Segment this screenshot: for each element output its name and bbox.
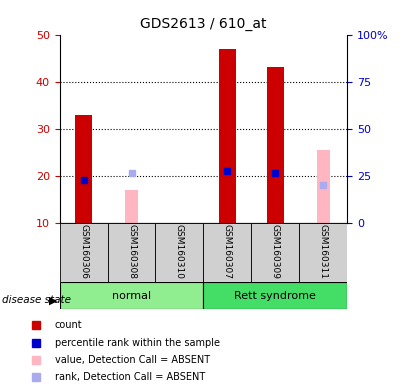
Text: rank, Detection Call = ABSENT: rank, Detection Call = ABSENT: [55, 372, 205, 382]
Title: GDS2613 / 610_at: GDS2613 / 610_at: [140, 17, 267, 31]
Text: count: count: [55, 320, 82, 330]
Text: normal: normal: [112, 291, 151, 301]
Text: GSM160306: GSM160306: [79, 224, 88, 279]
FancyBboxPatch shape: [60, 282, 203, 309]
Bar: [267, 68, 284, 223]
Text: GSM160309: GSM160309: [271, 224, 280, 279]
Text: disease state: disease state: [2, 295, 71, 305]
Text: Rett syndrome: Rett syndrome: [234, 291, 316, 301]
Bar: [316, 150, 330, 223]
Bar: [75, 114, 92, 223]
Text: GSM160310: GSM160310: [175, 224, 184, 279]
Text: value, Detection Call = ABSENT: value, Detection Call = ABSENT: [55, 355, 210, 365]
FancyBboxPatch shape: [203, 223, 252, 282]
Text: GSM160308: GSM160308: [127, 224, 136, 279]
FancyBboxPatch shape: [252, 223, 299, 282]
Bar: [219, 49, 236, 223]
FancyBboxPatch shape: [299, 223, 347, 282]
FancyBboxPatch shape: [155, 223, 203, 282]
Text: GSM160307: GSM160307: [223, 224, 232, 279]
FancyBboxPatch shape: [60, 223, 108, 282]
FancyBboxPatch shape: [203, 282, 347, 309]
Text: ▶: ▶: [48, 295, 57, 305]
FancyBboxPatch shape: [108, 223, 155, 282]
Text: GSM160311: GSM160311: [319, 224, 328, 279]
Text: percentile rank within the sample: percentile rank within the sample: [55, 338, 219, 348]
Bar: [125, 190, 138, 223]
